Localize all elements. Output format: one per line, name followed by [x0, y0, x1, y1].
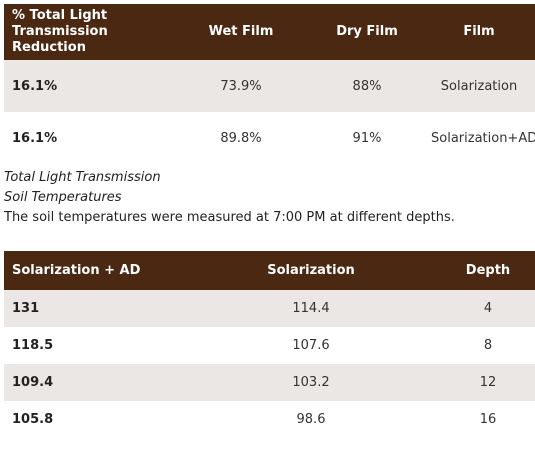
column-header: Solarization + AD [4, 251, 181, 290]
table-cell: 91% [311, 112, 423, 164]
table-cell: 16.1% [4, 60, 171, 112]
table-cell: Solarization [423, 60, 535, 112]
table-row: 16.1% 73.9% 88% Solarization [4, 60, 535, 112]
table-row: 16.1% 89.8% 91% Solarization+AD [4, 112, 535, 164]
table-cell: 8 [441, 327, 535, 364]
table-row: 118.5 107.6 8 [4, 327, 535, 364]
table-cell: 109.4 [4, 364, 181, 401]
table-row: 105.8 98.6 16 [4, 401, 535, 438]
table-cell: 114.4 [181, 290, 441, 327]
table-row: 131 114.4 4 [4, 290, 535, 327]
table-cell: 4 [441, 290, 535, 327]
table-cell: 12 [441, 364, 535, 401]
column-header: Film [423, 4, 535, 60]
column-header: Depth [441, 251, 535, 290]
table-cell: 118.5 [4, 327, 181, 364]
table-cell: 98.6 [181, 401, 441, 438]
column-header: Solarization [181, 251, 441, 290]
table-cell: 107.6 [181, 327, 441, 364]
table-cell: 16 [441, 401, 535, 438]
table-cell: 103.2 [181, 364, 441, 401]
table-cell: 89.8% [171, 112, 311, 164]
caption-total-light-transmission: Total Light Transmission [4, 170, 161, 185]
column-header: Wet Film [171, 4, 311, 60]
table-cell: 16.1% [4, 112, 171, 164]
column-header: % Total Light Transmission Reduction [4, 4, 171, 60]
table-cell: 73.9% [171, 60, 311, 112]
table-row: 109.4 103.2 12 [4, 364, 535, 401]
notes-block: Total Light Transmission Soil Temperatur… [4, 168, 455, 228]
table-cell: 88% [311, 60, 423, 112]
table-cell: 105.8 [4, 401, 181, 438]
description-text: The soil temperatures were measured at 7… [4, 210, 455, 225]
column-header: Dry Film [311, 4, 423, 60]
caption-soil-temperatures: Soil Temperatures [4, 190, 122, 205]
table-cell: Solarization+AD [423, 112, 535, 164]
table-cell: 131 [4, 290, 181, 327]
table-header-row: Solarization + AD Solarization Depth [4, 251, 535, 290]
soil-temperature-table: Solarization + AD Solarization Depth 131… [4, 251, 535, 438]
table-header-row: % Total Light Transmission Reduction Wet… [4, 4, 535, 60]
light-transmission-table: % Total Light Transmission Reduction Wet… [4, 4, 535, 164]
